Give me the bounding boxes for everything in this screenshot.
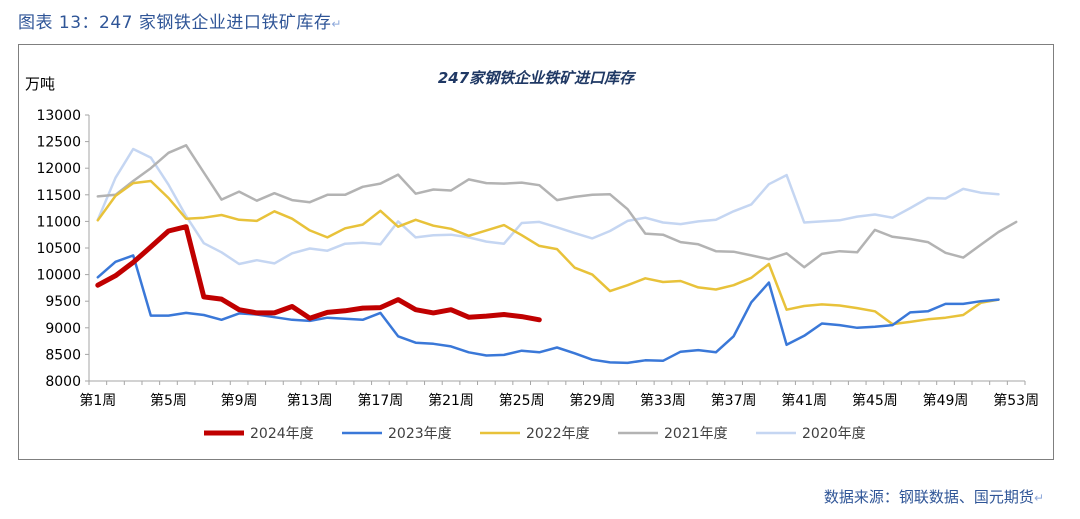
x-tick-label: 第41周 xyxy=(781,392,827,409)
y-axis-unit-label: 万吨 xyxy=(25,75,55,93)
x-tick-label: 第13周 xyxy=(287,392,333,409)
x-tick-label: 第5周 xyxy=(150,392,187,409)
x-tick-label: 第53周 xyxy=(993,392,1039,409)
source-text: 数据来源：钢联数据、国元期货 xyxy=(823,488,1034,506)
line-chart: 247家钢铁企业铁矿进口库存 万吨 8000 8500 9000 9500 10000 105… xyxy=(25,69,1039,442)
figure-title: 247 家钢铁企业进口铁矿库存 xyxy=(99,13,332,33)
y-tick-label: 13000 xyxy=(36,108,81,124)
y-tick-label: 11500 xyxy=(36,188,81,204)
y-tick-label: 10000 xyxy=(36,268,81,284)
x-tick-label: 第9周 xyxy=(221,392,258,409)
series-line-2020年度 xyxy=(96,147,1000,266)
x-tick-label: 第21周 xyxy=(428,392,474,409)
figure-caption: 图表 13：247 家钢铁企业进口铁矿库存↵ xyxy=(18,8,342,33)
chart-frame: 247家钢铁企业铁矿进口库存 万吨 8000 8500 9000 9500 10000 105… xyxy=(18,44,1054,460)
y-tick-label: 8500 xyxy=(45,347,81,363)
return-mark-icon: ↵ xyxy=(331,17,342,31)
legend-label: 2022年度 xyxy=(526,426,590,442)
x-tick-label: 第29周 xyxy=(569,392,615,409)
x-tick-label: 第1周 xyxy=(79,392,116,409)
x-tick-label: 第33周 xyxy=(640,392,686,409)
series-line-2021年度 xyxy=(96,144,1018,269)
y-tick-label: 10500 xyxy=(36,241,81,257)
return-mark-icon: ↵ xyxy=(1033,491,1044,505)
series-line-2024年度 xyxy=(95,224,542,323)
y-tick-label: 8000 xyxy=(45,374,81,390)
series-line-2022年度 xyxy=(96,179,1000,326)
x-tick-label: 第37周 xyxy=(711,392,757,409)
y-tick-label: 11000 xyxy=(36,214,81,230)
x-tick-label: 第25周 xyxy=(499,392,545,409)
legend-label: 2020年度 xyxy=(802,426,866,442)
chart-title: 247家钢铁企业铁矿进口库存 xyxy=(438,69,637,87)
legend-label: 2024年度 xyxy=(250,426,314,442)
x-tick-label: 第17周 xyxy=(357,392,403,409)
figure-number: 图表 13： xyxy=(18,13,100,33)
legend-label: 2023年度 xyxy=(388,426,452,442)
y-tick-label: 12000 xyxy=(36,161,81,177)
y-tick-label: 9500 xyxy=(45,294,81,310)
y-tick-label: 9000 xyxy=(45,321,81,337)
series-line-2023年度 xyxy=(96,254,1000,365)
y-tick-label: 12500 xyxy=(36,135,81,151)
x-tick-label: 第49周 xyxy=(923,392,969,409)
legend-label: 2021年度 xyxy=(664,426,728,442)
data-source-note: 数据来源：钢联数据、国元期货↵ xyxy=(824,486,1044,507)
x-tick-label: 第45周 xyxy=(852,392,898,409)
